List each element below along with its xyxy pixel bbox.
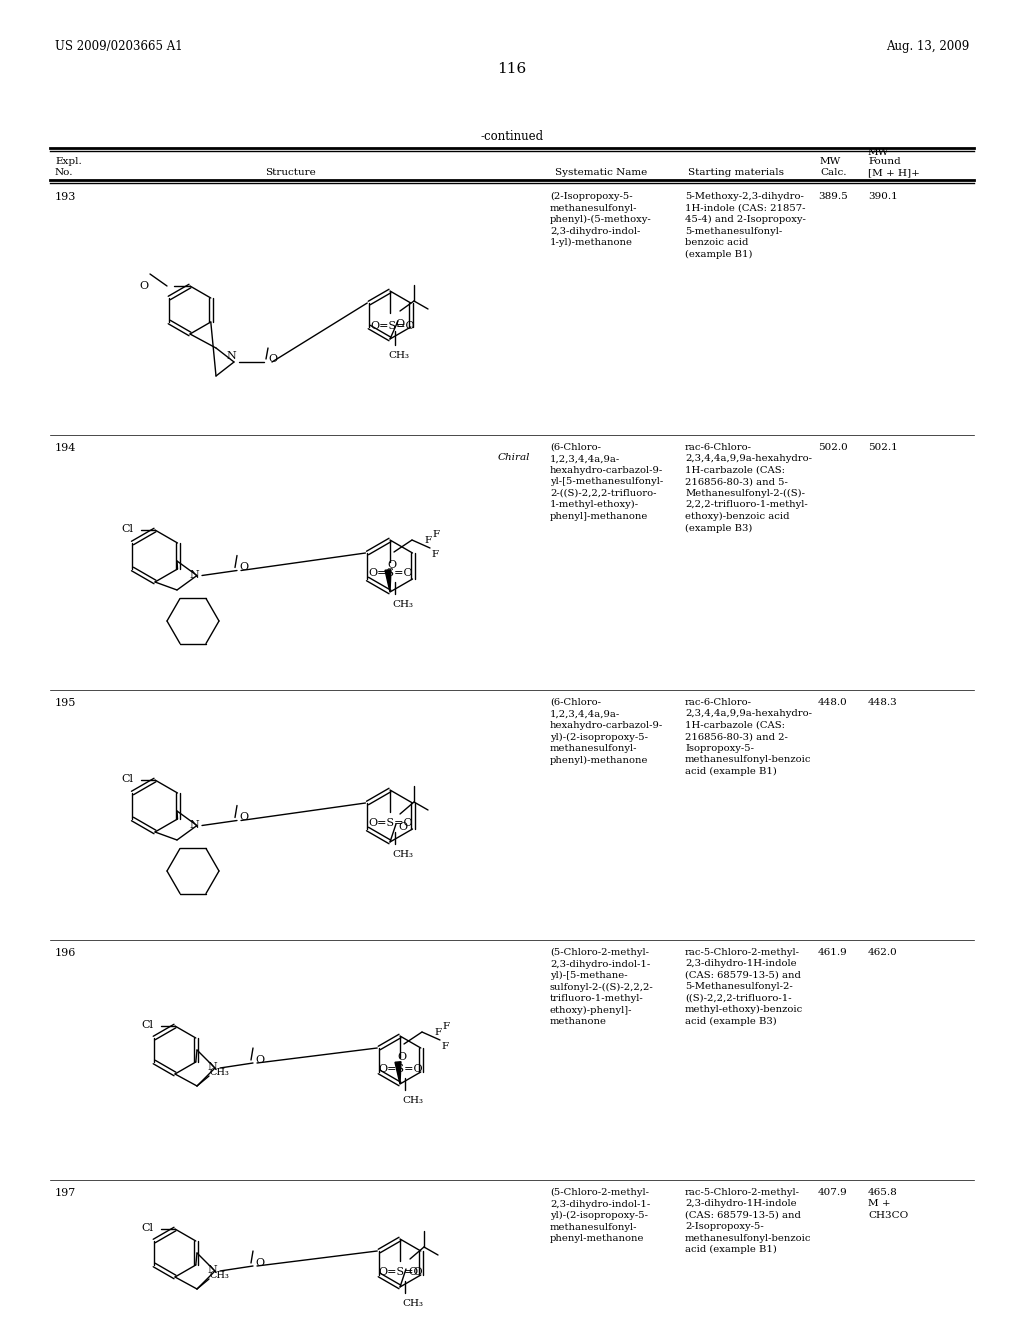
Text: 390.1: 390.1 (868, 191, 898, 201)
Text: F: F (431, 550, 438, 558)
Text: O: O (239, 562, 248, 573)
Text: Cl: Cl (141, 1020, 153, 1030)
Text: N: N (226, 351, 236, 360)
Text: 502.1: 502.1 (868, 444, 898, 451)
Text: 502.0: 502.0 (818, 444, 848, 451)
Text: Starting materials: Starting materials (688, 168, 784, 177)
Text: O: O (397, 1052, 407, 1063)
Text: MW: MW (868, 148, 889, 157)
Text: O: O (255, 1258, 264, 1269)
Text: 195: 195 (55, 698, 77, 708)
Text: F: F (442, 1022, 450, 1031)
Text: rac-6-Chloro-
2,3,4,4a,9,9a-hexahydro-
1H-carbazole (CAS:
216856-80-3) and 5-
Me: rac-6-Chloro- 2,3,4,4a,9,9a-hexahydro- 1… (685, 444, 812, 533)
Text: N: N (207, 1265, 217, 1275)
Polygon shape (385, 570, 391, 591)
Text: (5-Chloro-2-methyl-
2,3-dihydro-indol-1-
yl)-(2-isopropoxy-5-
methanesulfonyl-
p: (5-Chloro-2-methyl- 2,3-dihydro-indol-1-… (550, 1188, 650, 1243)
Text: rac-5-Chloro-2-methyl-
2,3-dihydro-1H-indole
(CAS: 68579-13-5) and
2-Isopropoxy-: rac-5-Chloro-2-methyl- 2,3-dihydro-1H-in… (685, 1188, 811, 1254)
Text: 465.8
M +
CH3CO: 465.8 M + CH3CO (868, 1188, 908, 1220)
Text: 389.5: 389.5 (818, 191, 848, 201)
Text: O=S=O: O=S=O (370, 321, 415, 331)
Text: Chiral: Chiral (498, 453, 530, 462)
Text: rac-5-Chloro-2-methyl-
2,3-dihydro-1H-indole
(CAS: 68579-13-5) and
5-Methanesulf: rac-5-Chloro-2-methyl- 2,3-dihydro-1H-in… (685, 948, 803, 1026)
Text: CH₃: CH₃ (388, 351, 409, 360)
Text: N: N (189, 569, 199, 579)
Text: F: F (434, 1028, 441, 1038)
Text: (6-Chloro-
1,2,3,4,4a,9a-
hexahydro-carbazol-9-
yl)-(2-isopropoxy-5-
methanesulf: (6-Chloro- 1,2,3,4,4a,9a- hexahydro-carb… (550, 698, 664, 764)
Text: CH₃: CH₃ (210, 1068, 229, 1077)
Text: N: N (207, 1063, 217, 1072)
Text: (5-Chloro-2-methyl-
2,3-dihydro-indol-1-
yl)-[5-methane-
sulfonyl-2-((S)-2,2,2-
: (5-Chloro-2-methyl- 2,3-dihydro-indol-1-… (550, 948, 653, 1027)
Text: O: O (255, 1055, 264, 1065)
Text: O=S=O: O=S=O (368, 818, 413, 828)
Text: Cl: Cl (121, 524, 133, 535)
Polygon shape (395, 1061, 401, 1084)
Text: -continued: -continued (480, 129, 544, 143)
Text: (6-Chloro-
1,2,3,4,4a,9a-
hexahydro-carbazol-9-
yl-[5-methanesulfonyl-
2-((S)-2,: (6-Chloro- 1,2,3,4,4a,9a- hexahydro-carb… (550, 444, 664, 521)
Text: 448.3: 448.3 (868, 698, 898, 708)
Text: [M + H]+: [M + H]+ (868, 168, 920, 177)
Text: 448.0: 448.0 (818, 698, 848, 708)
Text: O: O (268, 354, 278, 364)
Text: MW: MW (820, 157, 842, 166)
Text: O: O (139, 281, 148, 290)
Text: No.: No. (55, 168, 74, 177)
Text: 194: 194 (55, 444, 77, 453)
Text: US 2009/0203665 A1: US 2009/0203665 A1 (55, 40, 182, 53)
Text: 116: 116 (498, 62, 526, 77)
Text: 407.9: 407.9 (818, 1188, 848, 1197)
Text: Expl.: Expl. (55, 157, 82, 166)
Text: Structure: Structure (264, 168, 315, 177)
Text: O: O (239, 813, 248, 822)
Text: 197: 197 (55, 1188, 76, 1199)
Text: O: O (387, 560, 396, 570)
Text: F: F (432, 531, 439, 539)
Text: CH₃: CH₃ (392, 601, 413, 609)
Text: CH₃: CH₃ (210, 1271, 229, 1280)
Text: Aug. 13, 2009: Aug. 13, 2009 (886, 40, 969, 53)
Text: N: N (189, 820, 199, 829)
Text: CH₃: CH₃ (392, 850, 413, 859)
Text: Found: Found (868, 157, 901, 166)
Text: CH₃: CH₃ (402, 1299, 423, 1308)
Text: Cl: Cl (121, 774, 133, 784)
Text: (2-Isopropoxy-5-
methanesulfonyl-
phenyl)-(5-methoxy-
2,3-dihydro-indol-
1-yl)-m: (2-Isopropoxy-5- methanesulfonyl- phenyl… (550, 191, 651, 247)
Text: Systematic Name: Systematic Name (555, 168, 647, 177)
Text: 461.9: 461.9 (818, 948, 848, 957)
Text: 196: 196 (55, 948, 77, 958)
Text: F: F (424, 536, 431, 545)
Text: O: O (408, 1267, 417, 1276)
Text: O=S=O: O=S=O (368, 568, 413, 578)
Text: O=S=O: O=S=O (378, 1064, 423, 1074)
Text: O: O (398, 822, 408, 832)
Text: F: F (441, 1041, 449, 1051)
Text: CH₃: CH₃ (402, 1096, 423, 1105)
Text: Calc.: Calc. (820, 168, 847, 177)
Text: O: O (395, 319, 404, 329)
Text: 462.0: 462.0 (868, 948, 898, 957)
Text: rac-6-Chloro-
2,3,4,4a,9,9a-hexahydro-
1H-carbazole (CAS:
216856-80-3) and 2-
Is: rac-6-Chloro- 2,3,4,4a,9,9a-hexahydro- 1… (685, 698, 812, 776)
Text: O=S=O: O=S=O (378, 1267, 423, 1276)
Text: Cl: Cl (141, 1224, 153, 1233)
Text: 5-Methoxy-2,3-dihydro-
1H-indole (CAS: 21857-
45-4) and 2-Isopropoxy-
5-methanes: 5-Methoxy-2,3-dihydro- 1H-indole (CAS: 2… (685, 191, 806, 259)
Text: 193: 193 (55, 191, 77, 202)
